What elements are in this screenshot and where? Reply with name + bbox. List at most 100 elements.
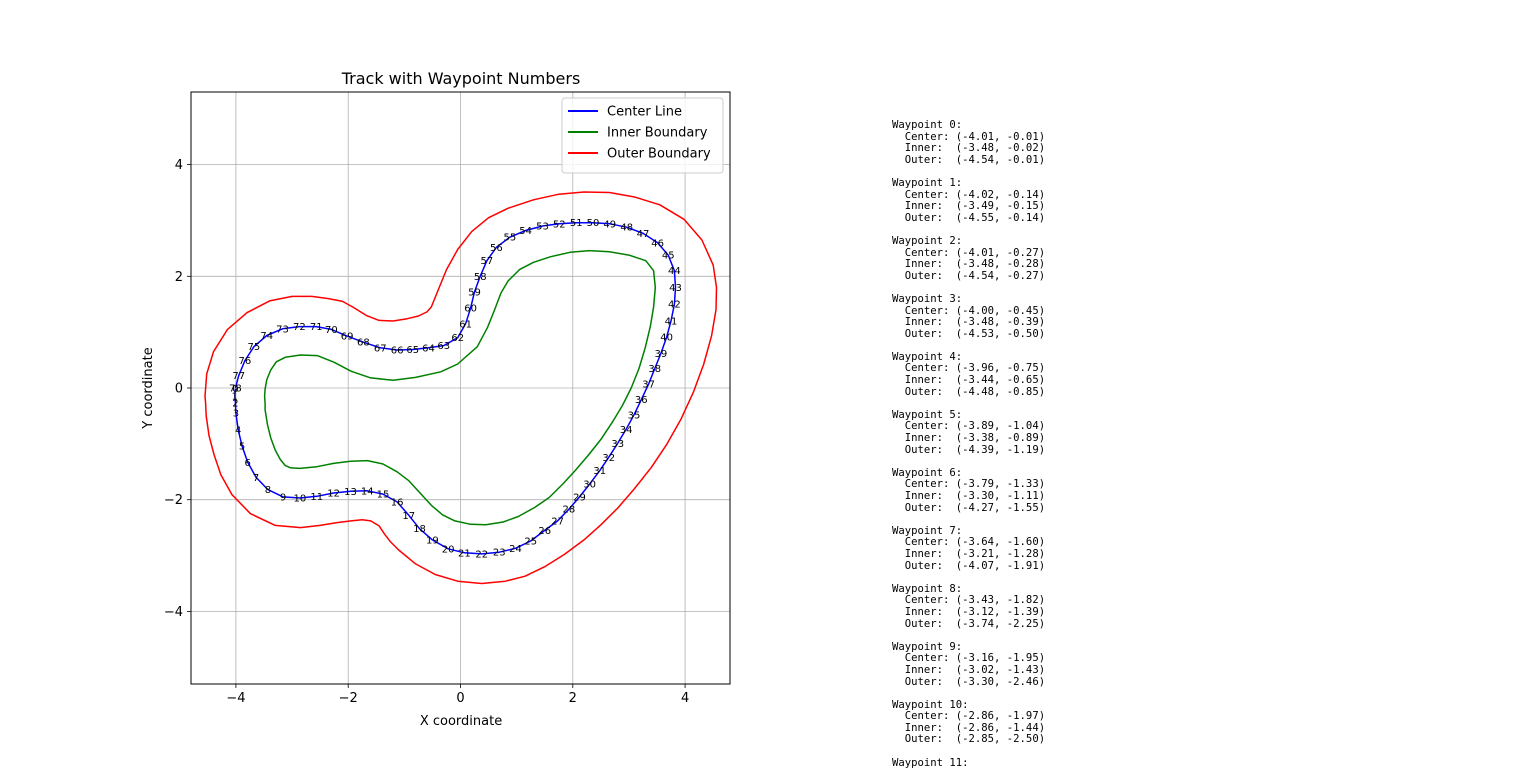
waypoint-entry: Waypoint 9: Center: (-3.16, -1.95) Inner… xyxy=(892,641,1046,700)
waypoint-number-label: 15 xyxy=(377,490,390,501)
waypoint-number-label: 76 xyxy=(239,356,252,367)
waypoint-number-label: 9 xyxy=(280,492,286,503)
waypoint-outer-line: Outer: (-4.54, -0.27) xyxy=(892,269,1046,282)
waypoint-number-label: 12 xyxy=(327,489,340,500)
waypoint-title-line: Waypoint 11: xyxy=(892,756,969,769)
waypoint-number-label: 46 xyxy=(651,238,664,249)
waypoint-number-label: 53 xyxy=(536,222,549,233)
waypoint-number-label: 54 xyxy=(519,226,532,237)
waypoint-title-line: Waypoint 7: xyxy=(892,524,963,537)
waypoint-number-label: 11 xyxy=(310,492,323,503)
waypoint-number-label: 43 xyxy=(669,283,682,294)
waypoint-number-label: 73 xyxy=(276,324,289,335)
waypoint-entry: Waypoint 10: Center: (-2.86, -1.97) Inne… xyxy=(892,699,1046,758)
waypoint-number-label: 49 xyxy=(603,219,616,230)
waypoint-inner-line: Inner: (-3.44, -0.65) xyxy=(892,374,1046,387)
waypoint-outer-line: Outer: (-3.30, -2.46) xyxy=(892,675,1046,688)
waypoint-number-label: 38 xyxy=(648,364,661,375)
center-line-series-line xyxy=(234,221,677,555)
waypoint-center-line: Center: (-4.02, -0.14) xyxy=(892,188,1046,201)
waypoint-number-label: 67 xyxy=(374,343,387,354)
waypoint-number-label: 68 xyxy=(357,338,370,349)
outer-boundary-series-line xyxy=(204,191,718,585)
waypoint-coordinate-list: Waypoint 0: Center: (-4.01, -0.01) Inner… xyxy=(892,119,1046,781)
waypoint-number-label: 22 xyxy=(475,549,488,560)
waypoint-number-label: 42 xyxy=(668,300,681,311)
waypoint-outer-line: Outer: (-4.07, -1.91) xyxy=(892,559,1046,572)
waypoint-inner-line: Inner: (-3.48, -0.39) xyxy=(892,316,1046,329)
waypoint-inner-line: Inner: (-3.49, -0.15) xyxy=(892,200,1046,213)
waypoint-number-label: 57 xyxy=(481,256,494,267)
waypoint-number-label: 5 xyxy=(239,442,245,453)
waypoint-number-label: 35 xyxy=(628,410,641,421)
chart-series xyxy=(204,191,718,585)
waypoint-number-label: 28 xyxy=(563,505,576,516)
y-tick-label: 4 xyxy=(175,158,183,173)
waypoint-number-label: 64 xyxy=(422,343,435,354)
x-tick-label: −2 xyxy=(339,691,358,706)
waypoint-title-line: Waypoint 1: xyxy=(892,176,963,189)
waypoint-entry: Waypoint 4: Center: (-3.96, -0.75) Inner… xyxy=(892,350,1046,410)
waypoint-number-label: 44 xyxy=(668,266,681,277)
waypoint-title-line: Waypoint 4: xyxy=(892,350,963,363)
x-tick-label: 2 xyxy=(569,691,577,706)
waypoint-number-label: 41 xyxy=(665,317,678,328)
waypoint-number-label: 60 xyxy=(464,304,477,315)
waypoint-entry: Waypoint 3: Center: (-4.00, -0.45) Inner… xyxy=(892,292,1046,352)
waypoint-number-label: 27 xyxy=(551,516,564,527)
waypoint-number-label: 19 xyxy=(426,535,439,546)
waypoint-number-label: 31 xyxy=(593,466,606,477)
waypoint-number-label: 52 xyxy=(553,219,566,230)
waypoint-entry: Waypoint 6: Center: (-3.79, -1.33) Inner… xyxy=(892,467,1046,526)
waypoint-entry: Waypoint 8: Center: (-3.43, -1.82) Inner… xyxy=(892,583,1046,642)
waypoint-title-line: Waypoint 0: xyxy=(892,119,963,131)
y-axis-label: Y coordinate xyxy=(141,347,156,429)
legend-label: Center Line xyxy=(607,105,682,120)
waypoint-outer-line: Outer: (-2.85, -2.50) xyxy=(892,733,1046,746)
legend-label: Inner Boundary xyxy=(607,126,708,141)
waypoint-number-label: 78 xyxy=(229,384,242,395)
waypoint-number-label: 75 xyxy=(248,342,261,353)
waypoint-number-label: 33 xyxy=(611,439,624,450)
x-tick-label: 0 xyxy=(456,691,464,706)
waypoint-outer-line: Outer: (-4.53, -0.50) xyxy=(892,327,1046,340)
waypoint-center-line: Center: (-2.86, -1.97) xyxy=(892,710,1046,723)
y-tick-label: −4 xyxy=(164,605,183,620)
legend-label: Outer Boundary xyxy=(607,147,711,162)
y-tick-label: 0 xyxy=(175,382,183,397)
waypoint-number-label: 24 xyxy=(509,544,522,555)
legend: Center Line Inner Boundary Outer Boundary xyxy=(561,97,724,174)
waypoint-number-label: 48 xyxy=(620,223,633,234)
waypoint-title-line: Waypoint 2: xyxy=(892,234,963,247)
waypoint-outer-line: Outer: (-4.54, -0.01) xyxy=(892,153,1046,166)
waypoint-number-label: 34 xyxy=(620,425,633,436)
waypoint-inner-line: Inner: (-3.12, -1.39) xyxy=(892,605,1046,618)
waypoint-number-label: 36 xyxy=(635,395,648,406)
waypoint-number-label: 47 xyxy=(637,229,650,240)
waypoint-number-label: 37 xyxy=(642,380,655,391)
legend-box xyxy=(561,97,724,174)
waypoint-center-line: Center: (-3.64, -1.60) xyxy=(892,536,1046,549)
waypoint-outer-line: Outer: (-4.27, -1.55) xyxy=(892,501,1046,514)
waypoint-center-line: Center: (-4.01, -0.01) xyxy=(892,130,1046,143)
waypoint-number-label: 58 xyxy=(474,272,487,283)
waypoint-number-label: 18 xyxy=(413,524,426,535)
waypoint-number-label: 8 xyxy=(265,485,271,496)
waypoint-number-label: 10 xyxy=(294,494,307,505)
waypoint-number-label: 0 xyxy=(232,384,238,395)
waypoint-number-label: 23 xyxy=(493,548,506,559)
waypoint-number-label: 6 xyxy=(245,458,251,469)
waypoint-outer-line: Outer: (-4.48, -0.85) xyxy=(892,385,1046,398)
waypoint-entry: Waypoint 7: Center: (-3.64, -1.60) Inner… xyxy=(892,524,1046,584)
waypoint-center-line: Center: (-4.01, -0.27) xyxy=(892,246,1046,259)
waypoint-number-label: 16 xyxy=(391,497,404,508)
waypoint-title-line: Waypoint 3: xyxy=(892,292,963,305)
waypoint-number-label: 55 xyxy=(504,233,517,244)
y-tick-label: −2 xyxy=(164,493,183,508)
waypoint-inner-line: Inner: (-3.48, -0.02) xyxy=(892,142,1046,155)
waypoint-number-label: 1 xyxy=(232,391,238,402)
y-tick-label: 2 xyxy=(175,270,183,285)
waypoint-number-label: 25 xyxy=(524,537,537,548)
